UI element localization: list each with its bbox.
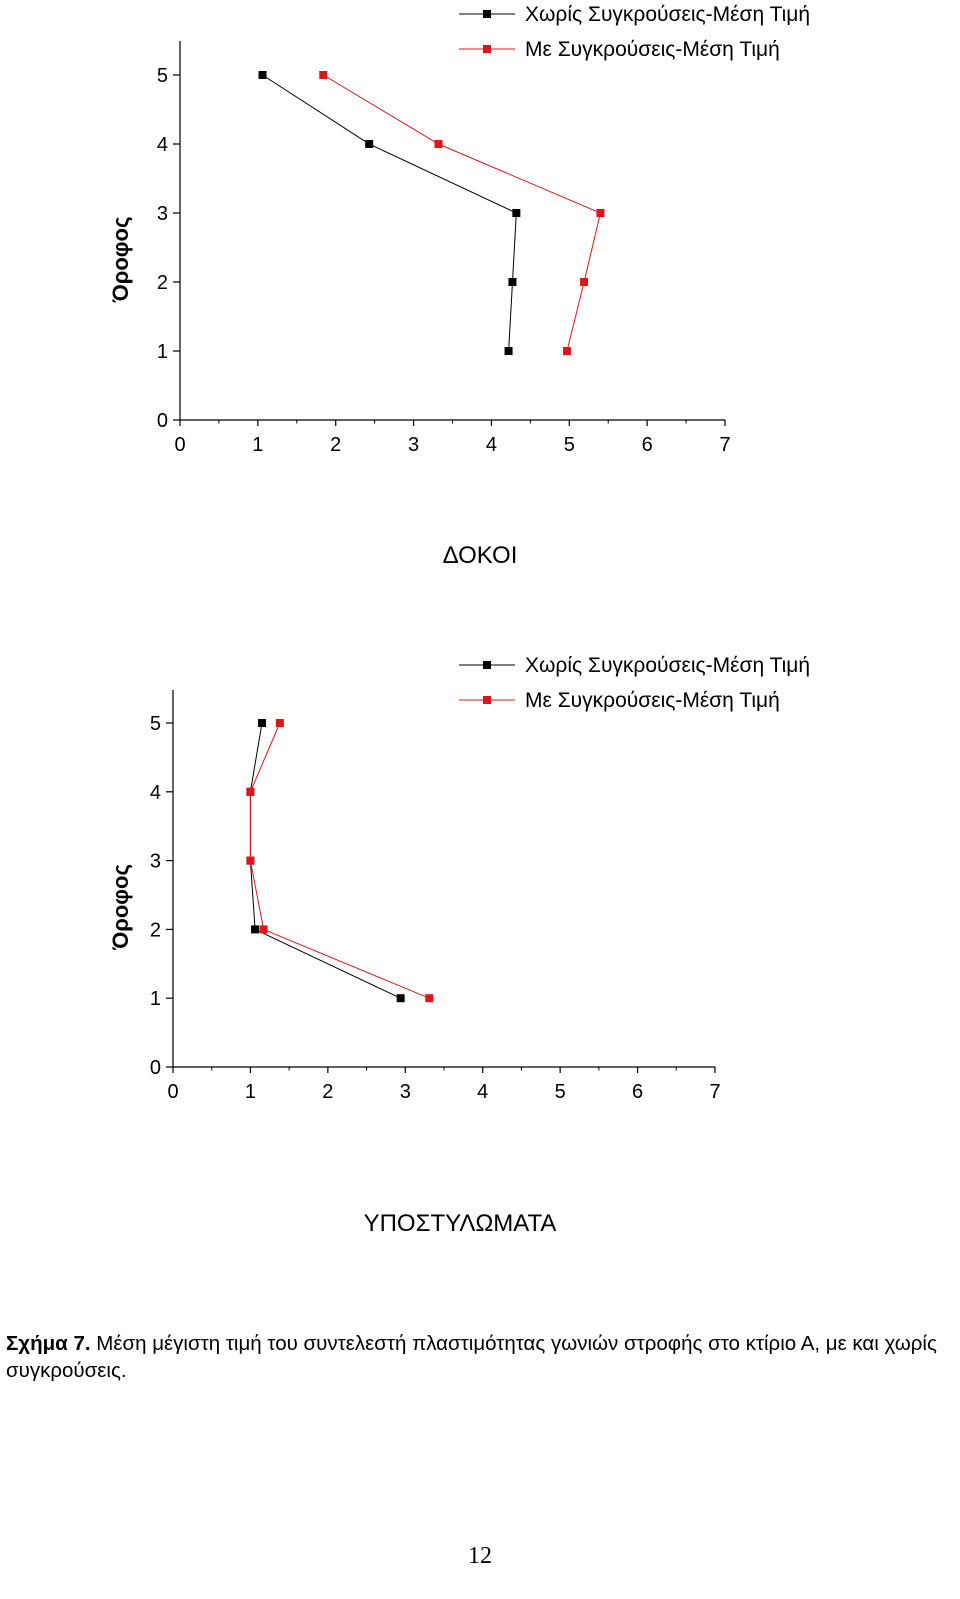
- x-tick-label: 4: [477, 1081, 488, 1103]
- figure-caption: Σχήμα 7. Μέση μέγιστη τιμή του συντελεστ…: [6, 1330, 956, 1384]
- beams-chart: 0 1 2 3 4 5 6 7 0 1 2 3 4 5 Μέγιστη μθ Όροφος Χωρίς Συγκ…: [108, 3, 810, 470]
- series-line: [262, 74, 517, 352]
- y-tick-label: 3: [150, 851, 161, 873]
- data-point: [425, 994, 434, 1003]
- legend-marker: [483, 45, 491, 53]
- legend-marker: [483, 661, 491, 669]
- y-axis-title: Όροφος: [108, 217, 133, 304]
- figure-caption-label: Σχήμα 7.: [6, 1332, 91, 1355]
- y-tick-label: 0: [150, 1057, 161, 1079]
- y-tick-label: 2: [157, 272, 168, 294]
- data-point: [562, 347, 571, 355]
- series-line: [323, 74, 601, 352]
- x-tick-label: 1: [252, 434, 263, 456]
- legend-label: Με Συγκρούσεις-Μέση Τιμή: [525, 689, 780, 712]
- data-point: [259, 925, 268, 934]
- x-tick-label: 5: [564, 434, 575, 456]
- y-tick-label: 2: [150, 919, 161, 941]
- legend-marker: [483, 10, 491, 18]
- data-point: [512, 209, 521, 217]
- data-point: [396, 994, 405, 1003]
- legend-label: Με Συγκρούσεις-Μέση Τιμή: [525, 38, 780, 61]
- data-point: [246, 856, 255, 865]
- page-number: 12: [468, 1543, 492, 1569]
- series-line: [249, 722, 401, 999]
- series-line: [249, 722, 430, 999]
- data-point: [258, 719, 267, 727]
- x-tick-label: 2: [322, 1081, 333, 1103]
- y-tick-label: 0: [157, 410, 168, 432]
- data-point: [258, 71, 267, 79]
- data-point: [434, 140, 443, 148]
- y-tick-label: 5: [150, 713, 161, 735]
- x-tick-label: 6: [632, 1081, 643, 1103]
- data-point: [504, 347, 513, 355]
- x-tick-label: 0: [167, 1081, 178, 1103]
- x-tick-label: 1: [245, 1081, 256, 1103]
- y-tick-label: 5: [157, 65, 168, 87]
- legend-label: Χωρίς Συγκρούσεις-Μέση Τιμή: [525, 654, 810, 677]
- data-point: [251, 925, 260, 934]
- data-point: [365, 140, 374, 148]
- data-point: [580, 278, 589, 286]
- y-axis-title: Όροφος: [108, 864, 133, 951]
- data-point: [275, 719, 284, 727]
- columns-chart-caption: ΥΠΟΣΤΥΛΩΜΑΤΑ: [363, 1210, 557, 1237]
- data-point: [246, 787, 255, 796]
- y-tick-label: 1: [150, 988, 161, 1010]
- columns-chart: 0 1 2 3 4 5 6 7 0 1 2 3 4 5 Μέγιστη μθ Όροφος Χωρίς Συγκ…: [108, 654, 810, 1118]
- x-tick-label: 3: [400, 1081, 411, 1103]
- x-tick-label: 2: [330, 434, 341, 456]
- x-tick-label: 4: [486, 434, 497, 456]
- y-tick-label: 4: [150, 782, 161, 804]
- x-axis-title: Μέγιστη μθ: [381, 1116, 487, 1118]
- x-tick-label: 7: [719, 434, 730, 456]
- figure-caption-text: Μέση μέγιστη τιμή του συντελεστή πλαστιμ…: [6, 1332, 937, 1382]
- data-point: [596, 209, 605, 217]
- x-tick-label: 7: [709, 1081, 720, 1103]
- x-axis-title: Μέγιστη μθ: [389, 469, 495, 470]
- x-tick-label: 0: [174, 434, 185, 456]
- x-tick-label: 3: [408, 434, 419, 456]
- y-tick-label: 4: [157, 134, 168, 156]
- legend-marker: [483, 696, 491, 704]
- y-tick-label: 1: [157, 341, 168, 363]
- beams-chart-caption: ΔΟΚΟΙ: [442, 542, 518, 569]
- data-point: [319, 71, 328, 79]
- legend-label: Χωρίς Συγκρούσεις-Μέση Τιμή: [525, 3, 810, 26]
- y-tick-label: 3: [157, 203, 168, 225]
- x-tick-label: 5: [555, 1081, 566, 1103]
- x-tick-label: 6: [642, 434, 653, 456]
- data-point: [508, 278, 517, 286]
